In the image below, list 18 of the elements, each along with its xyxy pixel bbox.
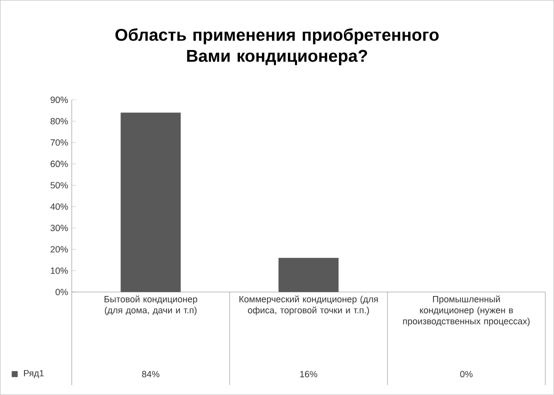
y-tick-label: 30% bbox=[50, 224, 68, 232]
data-label: 84% bbox=[142, 370, 160, 378]
y-tick-label: 80% bbox=[50, 118, 68, 124]
data-label: 0% bbox=[460, 370, 473, 378]
legend-label: Ряд1 bbox=[24, 370, 44, 378]
y-tick-label: 20% bbox=[50, 246, 68, 253]
data-label: 16% bbox=[300, 370, 318, 378]
y-tick-label: 10% bbox=[50, 268, 68, 274]
y-tick-label: 90% bbox=[50, 96, 68, 104]
x-tick-label: Промышленный кондиционер (нужен в производственных процессах) bbox=[403, 296, 530, 326]
y-tick-label: 60% bbox=[50, 160, 68, 168]
y-tick-label: 50% bbox=[50, 182, 68, 189]
y-tick-label: 40% bbox=[50, 203, 68, 210]
chart-title: Область применения приобретенного Вами кондиционера? bbox=[115, 28, 439, 66]
x-tick-label: Коммерческий кондиционер (для офиса, торговой точки и т.п.) bbox=[239, 296, 378, 316]
y-tick-label: 0% bbox=[56, 288, 68, 296]
x-tick-label: Бытовой кондиционер (для дома, дачи и т.п) bbox=[104, 296, 198, 316]
y-tick-label: 70% bbox=[50, 139, 68, 146]
